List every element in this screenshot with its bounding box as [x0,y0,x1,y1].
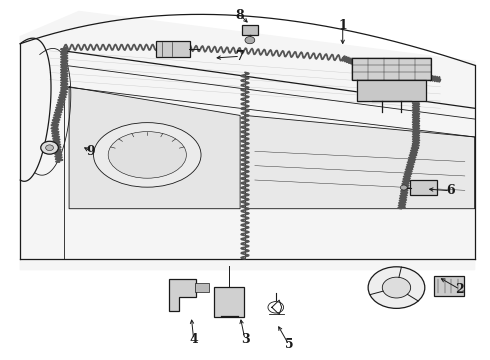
Text: 1: 1 [339,19,347,32]
Circle shape [245,37,255,44]
Polygon shape [20,12,475,270]
Text: 4: 4 [189,333,198,346]
Text: 5: 5 [285,338,294,351]
FancyBboxPatch shape [214,287,244,318]
Ellipse shape [94,123,201,187]
Ellipse shape [108,132,186,178]
Polygon shape [169,279,196,311]
Polygon shape [245,116,475,209]
Circle shape [368,267,425,309]
FancyBboxPatch shape [434,276,464,296]
Circle shape [41,141,58,154]
Polygon shape [69,87,240,209]
Circle shape [400,185,407,190]
Polygon shape [357,80,426,101]
Circle shape [46,145,53,150]
Text: 6: 6 [446,184,455,197]
Polygon shape [352,58,431,80]
FancyBboxPatch shape [410,180,437,195]
Circle shape [382,277,411,298]
Text: 3: 3 [241,333,249,346]
FancyBboxPatch shape [156,41,190,57]
Text: 7: 7 [236,50,245,63]
Text: 9: 9 [87,145,96,158]
Text: 8: 8 [236,9,245,22]
Text: 2: 2 [456,283,465,296]
FancyBboxPatch shape [195,283,209,292]
FancyBboxPatch shape [242,25,258,36]
